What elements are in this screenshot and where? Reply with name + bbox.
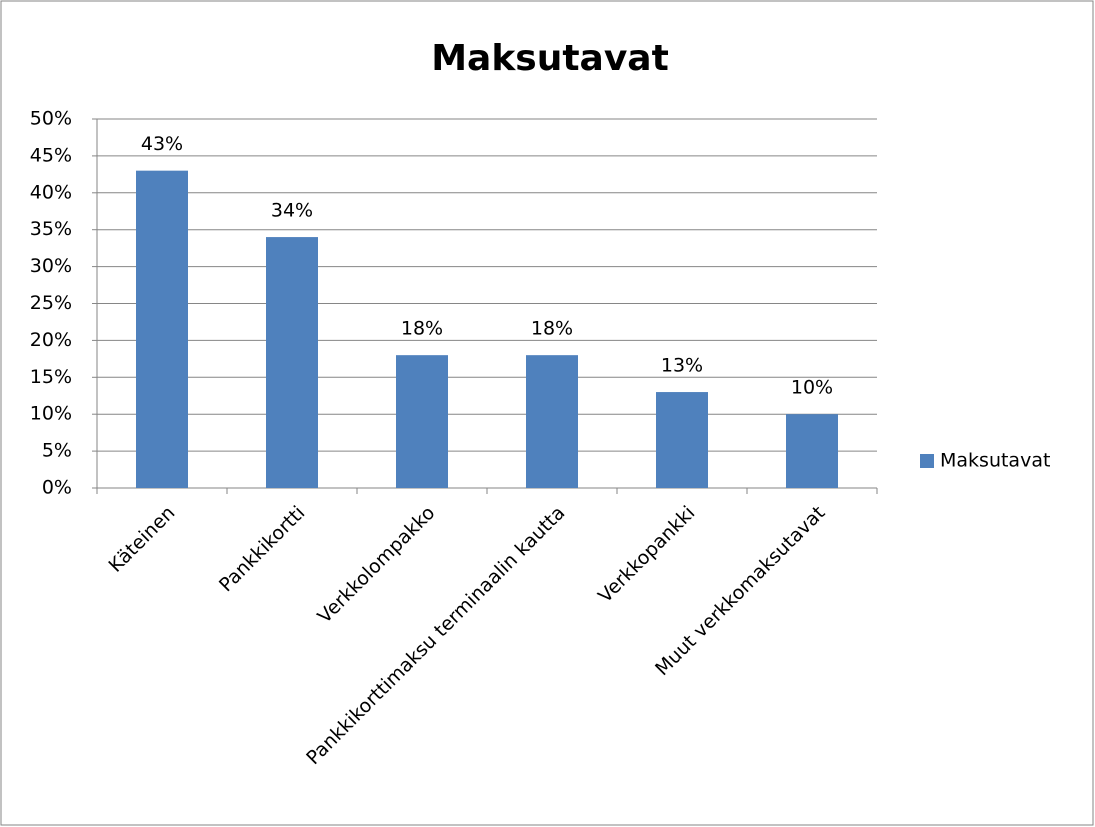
y-tick-label: 10% — [30, 403, 72, 425]
y-tick-label: 25% — [30, 292, 72, 314]
bar — [786, 414, 838, 488]
y-tick-label: 40% — [30, 181, 72, 203]
data-label: 43% — [141, 133, 183, 155]
bar — [526, 355, 578, 488]
legend-swatch — [920, 454, 934, 468]
y-tick-label: 5% — [42, 440, 72, 462]
y-tick-label: 45% — [30, 144, 72, 166]
bar — [266, 237, 318, 488]
data-label: 18% — [401, 318, 443, 340]
y-tick-label: 50% — [30, 108, 72, 130]
data-label: 34% — [271, 200, 313, 222]
data-label: 18% — [531, 318, 573, 340]
bar — [396, 355, 448, 488]
legend-label: Maksutavat — [940, 450, 1050, 472]
y-tick-label: 35% — [30, 218, 72, 240]
y-tick-label: 15% — [30, 366, 72, 388]
chart-title: Maksutavat — [431, 38, 669, 79]
data-label: 10% — [791, 377, 833, 399]
bar — [136, 170, 188, 488]
data-label: 13% — [661, 355, 703, 377]
y-tick-label: 20% — [30, 329, 72, 351]
y-tick-label: 30% — [30, 255, 72, 277]
y-tick-label: 0% — [42, 477, 72, 499]
bar — [656, 392, 708, 488]
